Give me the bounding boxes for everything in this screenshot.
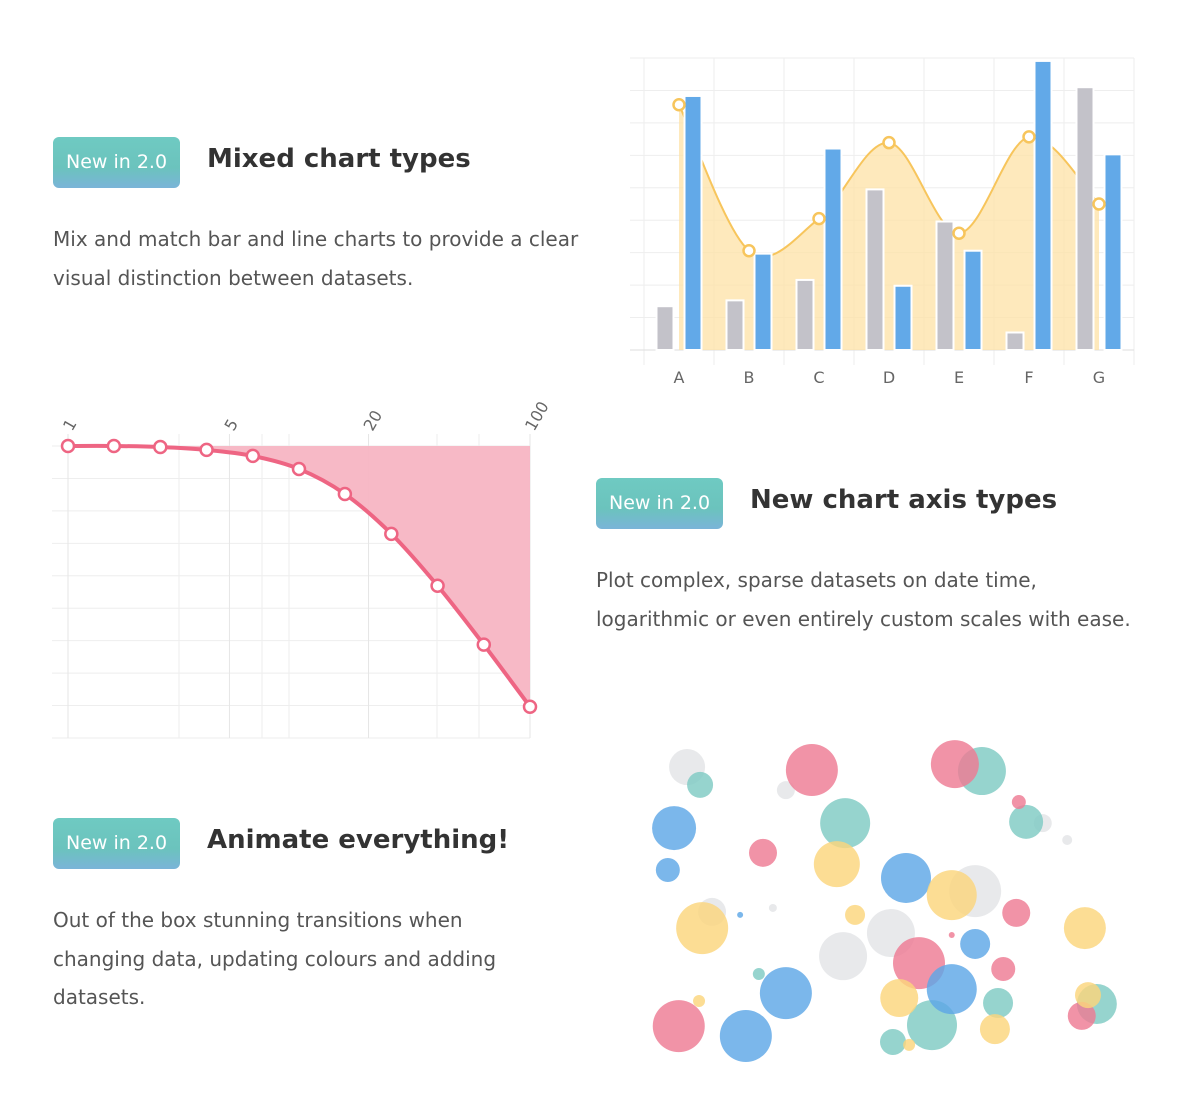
bar (725, 299, 745, 351)
line-point (522, 699, 538, 714)
line-point (245, 448, 261, 464)
badge: New in 2.0 (53, 137, 181, 188)
bubble (652, 1000, 705, 1053)
line-point (384, 526, 399, 542)
bar (935, 220, 955, 351)
bar (655, 305, 675, 352)
bubble (1002, 898, 1031, 927)
line-area (68, 445, 530, 707)
bubble (655, 858, 680, 883)
feature-title: Mixed chart types (207, 144, 471, 174)
line-point (1092, 197, 1106, 211)
x-tick-label: A (674, 368, 685, 387)
bubble (776, 781, 795, 800)
line-point (153, 439, 168, 455)
bubble (880, 1028, 906, 1055)
bubble (693, 995, 706, 1008)
bubble (845, 904, 866, 925)
bubble (930, 740, 979, 789)
bar (1103, 153, 1123, 351)
badge: New in 2.0 (596, 478, 724, 529)
bubble (1075, 982, 1101, 1009)
bubble (749, 838, 777, 867)
x-tick-label: E (954, 368, 964, 387)
x-tick-label: G (1093, 368, 1105, 387)
bubble (880, 979, 919, 1018)
feature-text: Out of the box stunning transitions when… (53, 908, 497, 1009)
bubble (948, 932, 955, 939)
bubble (991, 957, 1016, 982)
bubble (1009, 804, 1044, 839)
bubble (768, 903, 777, 912)
bar (795, 278, 815, 352)
line-point (1022, 130, 1036, 144)
line-area (679, 104, 1099, 350)
x-tick-label: 20 (360, 407, 387, 434)
bar (683, 94, 703, 351)
feature-title: Animate everything! (207, 825, 510, 855)
line-point (672, 97, 686, 112)
bubble (813, 841, 860, 888)
bar (1075, 86, 1095, 351)
bubble (676, 902, 729, 955)
bar (893, 284, 913, 352)
x-tick-label: 5 (220, 416, 242, 434)
line-point (291, 461, 307, 477)
x-tick-label: C (813, 368, 824, 387)
bubble (960, 928, 991, 959)
bar (963, 249, 983, 351)
line-point (476, 637, 492, 652)
x-tick-label: 1 (59, 416, 81, 434)
line-point (106, 438, 122, 454)
feature-title: New chart axis types (750, 485, 1058, 515)
bubble (1062, 834, 1073, 845)
x-tick-label: D (883, 368, 895, 387)
line-point (882, 135, 896, 150)
bubble (903, 1038, 916, 1051)
x-tick-label: 100 (521, 398, 553, 434)
bubble (1063, 907, 1106, 950)
line-point (60, 438, 76, 454)
bubble (1011, 795, 1026, 810)
bubble (1067, 1001, 1096, 1030)
line-point (952, 226, 966, 240)
feature-text: Mix and match bar and line charts to pro… (53, 227, 579, 290)
bubble (881, 852, 931, 903)
bubble (819, 932, 868, 981)
bubble (785, 744, 838, 797)
bubble (820, 798, 871, 849)
line-point (199, 442, 214, 458)
line-point (430, 578, 445, 593)
bar (823, 147, 843, 351)
x-tick-label: F (1024, 368, 1033, 387)
bubble (719, 1010, 772, 1063)
badge: New in 2.0 (53, 818, 181, 869)
bar (865, 188, 885, 351)
bubble (652, 806, 697, 851)
bubble (979, 1014, 1010, 1045)
x-tick-label: B (744, 368, 755, 387)
bar (753, 252, 773, 351)
line-point (337, 486, 353, 502)
bar (1033, 59, 1053, 351)
bubble (737, 911, 744, 918)
line-point (812, 211, 826, 226)
line-point (742, 243, 756, 258)
bubble (983, 988, 1014, 1019)
bubble (752, 967, 765, 980)
bubble (687, 771, 714, 798)
bubble (926, 964, 977, 1015)
bubble (759, 967, 812, 1020)
bubble (926, 870, 977, 921)
feature-text: Plot complex, sparse datasets on date ti… (596, 568, 1131, 631)
bar (1005, 331, 1025, 352)
